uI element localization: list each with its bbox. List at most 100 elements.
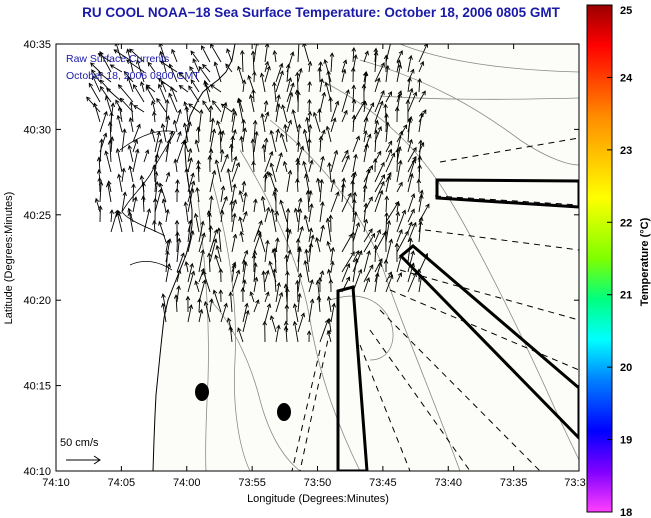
current-vector [209,229,218,253]
current-vector-head [139,81,145,87]
current-vector-head [231,107,236,113]
current-vector [275,152,282,173]
current-vector-head [184,167,190,173]
current-vector-head [156,97,161,103]
current-vector-head [194,139,200,145]
current-vector-head [176,268,182,274]
current-vector [396,90,402,103]
current-vector [231,264,235,283]
current-vector-head [387,271,392,277]
current-vector-head [370,102,375,108]
current-vector [374,51,377,73]
current-vector [156,98,167,113]
current-vector-head [355,221,361,227]
current-vector-head [152,219,157,225]
current-vector [319,270,324,283]
current-vector-head [146,208,152,214]
current-vector-head [292,320,298,326]
current-vector [385,104,387,123]
current-vector [227,318,233,333]
current-vector-head [127,211,133,217]
current-vector-head [126,48,131,54]
current-vector-head [295,157,300,163]
current-vector-head [262,320,267,326]
current-vector [280,133,288,153]
current-vector-head [207,212,212,217]
current-vector [110,210,118,233]
current-vector [385,140,392,153]
current-vector [374,101,383,123]
current-vector [225,63,233,73]
current-vector-head [325,125,331,131]
current-vector [118,210,123,223]
current-vector-head [368,164,373,170]
current-vector-head [409,172,414,178]
current-vector [93,103,101,123]
current-vector [374,181,385,203]
current-vector [319,156,324,173]
current-vector [230,292,233,313]
current-vector [242,250,248,263]
current-vector-head [241,79,247,85]
current-vector [209,196,213,213]
current-vector [273,82,277,103]
current-vector-head [397,90,403,96]
current-vector [407,118,411,143]
current-vector [318,296,321,313]
current-vector-head [232,199,237,204]
current-vector-head [169,130,174,136]
current-vector [374,190,383,213]
current-vector-head [407,76,412,82]
current-vector-head [144,149,150,155]
current-vector-head [223,195,228,201]
current-vector-head [91,75,97,81]
current-vector [374,62,385,83]
current-vector-head [252,119,258,125]
current-vector [216,120,222,133]
current-vector [171,49,178,63]
current-vector-head [417,155,423,160]
current-vector [250,291,255,303]
current-vector [275,103,280,123]
current-vector [154,171,157,193]
current-vector [326,126,332,143]
current-vector-head [215,244,221,250]
current-vector-head [131,183,136,188]
current-vector [209,129,215,153]
current-vector [363,51,369,63]
current-vector [341,150,349,163]
scale-label: 50 cm/s [60,437,99,449]
current-vector-head [364,50,369,56]
current-vector [231,111,236,133]
current-vector-head [104,95,110,101]
current-vector-head [332,117,337,123]
current-vector-head [418,139,423,145]
current-vector-head [275,237,280,243]
current-vector-head [345,89,350,95]
current-vector-head [183,139,188,145]
current-vector-head [123,70,129,76]
current-vector-head [278,62,284,68]
current-vector-head [345,154,350,160]
current-vector [242,303,248,323]
current-vector-head [326,329,332,335]
current-vector-head [342,59,348,65]
current-vector [253,120,256,143]
current-vector [330,179,335,193]
current-vector [407,159,416,183]
current-vector-head [133,105,139,110]
current-vector-head [366,250,371,255]
current-vector-head [224,153,229,159]
current-vector-head [208,225,214,230]
current-vector-head [184,105,189,111]
current-vector [127,77,134,93]
current-vector [253,277,258,293]
current-vector [363,72,367,93]
current-vector [198,309,203,323]
current-vector-head [126,76,132,82]
current-vector [231,234,237,253]
current-vector-head [195,126,201,132]
current-vector-head [196,164,201,170]
current-vector [352,101,365,123]
current-vector-head [374,119,380,125]
